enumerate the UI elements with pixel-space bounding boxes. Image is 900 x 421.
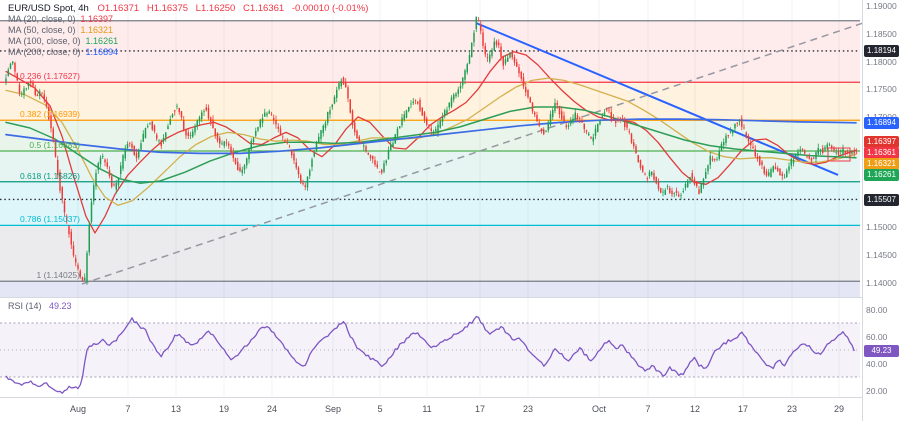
ma-legend-value: 1.16397: [80, 14, 114, 24]
time-axis-tick: 23: [522, 404, 534, 414]
time-axis-tick: Sep: [324, 404, 342, 414]
change-value: -0.00010 (-0.01%): [291, 3, 369, 14]
price-axis-badge: 1.15507: [864, 194, 899, 206]
time-axis-tick: 13: [170, 404, 182, 414]
price-axis-badge: 1.16321: [864, 158, 899, 170]
time-axis-tick: 5: [377, 404, 383, 414]
time-axis-tick: 12: [689, 404, 701, 414]
ma-legend-row[interactable]: MA (100, close, 0) 1.16261: [8, 36, 368, 47]
time-axis-tick: 7: [645, 404, 651, 414]
ma-legend-label: MA (100, close, 0): [8, 36, 81, 46]
rsi-legend[interactable]: RSI (14) 49.23: [8, 301, 72, 311]
price-pane[interactable]: [0, 0, 862, 298]
rsi-label: RSI (14): [8, 301, 42, 311]
high-value: H1.16375: [146, 3, 189, 14]
price-axis-badge: 1.16397: [864, 136, 899, 148]
pane-separator[interactable]: [0, 297, 900, 298]
price-axis-badge: 1.18194: [864, 45, 899, 57]
fib-level-label: 0.5 (1.16383): [29, 140, 80, 150]
rsi-axis-badge: 49.23: [864, 345, 899, 358]
price-axis-badge: 1.16361: [864, 147, 899, 159]
time-axis-tick: 7: [125, 404, 131, 414]
open-value: O1.16371: [97, 3, 140, 14]
price-axis-badge: 1.16894: [864, 117, 899, 129]
time-axis-tick: 29: [833, 404, 845, 414]
fib-level-label: 0.382 (1.16939): [19, 109, 80, 120]
ma-legend-rows: MA (20, close, 0) 1.16397 MA (50, close, 0…: [8, 14, 368, 58]
price-axis-tick: 1.18000: [866, 56, 897, 67]
rsi-axis-tick: 40.00: [866, 358, 888, 369]
rsi-axis-tick: 60.00: [866, 331, 888, 342]
ma-legend-label: MA (200, close, 0): [8, 47, 81, 57]
time-axis[interactable]: Aug 7 13 19 24 Sep 5 11 17 23 Oct 7 12 17 23 29: [0, 398, 862, 421]
time-axis-tick: 17: [474, 404, 486, 414]
price-axis-tick: 1.17000: [866, 112, 897, 122]
legend: EUR/USD Spot, 4h O1.16371 H1.16375 L1.16…: [8, 3, 368, 58]
rsi-value: 49.23: [49, 301, 72, 311]
time-axis-tick: 19: [218, 404, 230, 414]
price-axis-tick: 1.14500: [866, 250, 897, 261]
price-axis-tick: 1.18500: [866, 29, 897, 40]
ma-legend-row[interactable]: MA (200, close, 0) 1.16894: [8, 47, 368, 58]
fib-level-label: 0.786 (1.15037): [19, 214, 80, 225]
close-value: C1.16361: [242, 3, 285, 14]
ma-legend-value: 1.16894: [85, 47, 119, 57]
rsi-separator[interactable]: [0, 397, 900, 398]
low-value: L1.16250: [195, 3, 236, 14]
time-axis-tick: Aug: [69, 404, 87, 414]
time-axis-tick: Oct: [591, 404, 607, 414]
ma-legend-label: MA (20, close, 0): [8, 14, 76, 24]
ma-legend-label: MA (50, close, 0): [8, 25, 76, 35]
ma-legend-row[interactable]: MA (50, close, 0) 1.16321: [8, 25, 368, 36]
ma-legend-row[interactable]: MA (20, close, 0) 1.16397: [8, 14, 368, 25]
rsi-axis-tick: 20.00: [866, 385, 888, 396]
symbol-title[interactable]: EUR/USD Spot, 4h: [8, 3, 89, 14]
time-axis-tick: 24: [266, 404, 278, 414]
time-axis-tick: 17: [737, 404, 749, 414]
price-axis-tick: 1.17500: [866, 84, 897, 95]
rsi-pane[interactable]: [0, 298, 862, 398]
symbol-row[interactable]: EUR/USD Spot, 4h O1.16371 H1.16375 L1.16…: [8, 3, 368, 14]
time-axis-tick: 11: [422, 404, 432, 414]
ma-legend-value: 1.16321: [80, 25, 114, 35]
price-axis-tick: 1.19000: [866, 1, 897, 12]
fib-level-label: 1 (1.14025): [36, 270, 80, 281]
fib-level-label: 0.236 (1.17627): [19, 71, 80, 82]
rsi-axis-tick: 80.00: [866, 304, 888, 315]
price-axis-tick: 1.15000: [866, 222, 897, 233]
fib-level-label: 0.618 (1.15826): [19, 170, 80, 181]
time-axis-tick: 23: [786, 404, 798, 414]
price-axis-tick: 1.14000: [866, 277, 897, 288]
price-axis[interactable]: 1.19000 1.18500 1.18000 1.17500 1.17000 1.150…: [862, 0, 900, 421]
ma-legend-value: 1.16261: [85, 36, 119, 46]
price-axis-badge: 1.16261: [864, 169, 899, 181]
